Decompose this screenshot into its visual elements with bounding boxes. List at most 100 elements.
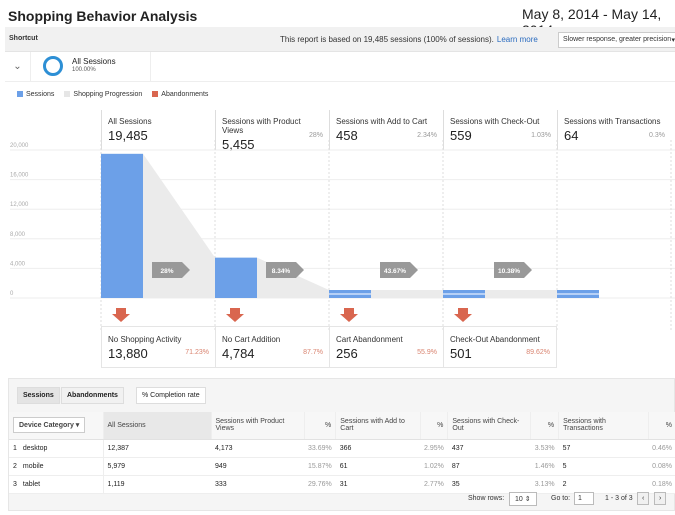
stage-header: Sessions with Product Views 5,455 28% — [215, 110, 329, 152]
table-row: 2 mobile 5,979 949 15.87% 61 1.02% 87 1.46% 5 0.08… — [9, 457, 675, 476]
legend-swatch — [17, 91, 23, 97]
row-index: 1 — [13, 444, 17, 452]
abandonment-pct: 89.62% — [526, 349, 550, 356]
table-cell: 1,119 — [102, 475, 211, 494]
show-rows-select[interactable]: 10 ⇕ — [509, 492, 537, 506]
column-header[interactable]: % — [530, 412, 559, 440]
abandonment-card[interactable]: Cart Abandonment 256 55.9% — [329, 326, 443, 368]
sampling-info: This report is based on 19,485 sessions … — [280, 35, 538, 44]
dimension-label: Device Category — [19, 422, 74, 430]
session-bar[interactable] — [215, 257, 257, 298]
table-cell: 31 — [335, 475, 421, 494]
y-tick-label: 8,000 — [10, 232, 26, 238]
column-header[interactable]: % — [303, 412, 336, 440]
abandonment-arrow-icon — [226, 308, 244, 322]
stage-pct: 28% — [308, 132, 323, 139]
y-tick-label: 12,000 — [10, 202, 29, 208]
stage-label: Sessions with Add to Cart — [336, 117, 428, 126]
table-cell: 3.53% — [530, 439, 559, 458]
stage-label: Sessions with Transactions — [564, 117, 661, 126]
toggle-abandonments[interactable]: Abandonments — [61, 387, 124, 404]
stage-value: 19,485 — [108, 128, 148, 143]
column-header[interactable]: Sessions with Check-Out — [447, 412, 531, 440]
table-cell: 366 — [335, 439, 421, 458]
conversion-rate-arrow — [266, 262, 304, 278]
column-header[interactable]: % — [419, 412, 448, 440]
data-table-panel: Sessions Abandonments % Completion rate … — [8, 378, 675, 511]
device-link[interactable]: desktop — [22, 444, 48, 452]
conversion-rate-label: 28% — [160, 268, 173, 275]
table-cell: 12,387 — [102, 439, 211, 458]
conversion-rate-label: 43.67% — [384, 268, 406, 275]
table-cell: 333 — [211, 475, 305, 494]
segment-name: All Sessions — [72, 57, 116, 66]
abandonment-value: 13,880 — [108, 346, 148, 361]
toggle-sessions[interactable]: Sessions — [17, 387, 60, 404]
expand-chevron-icon[interactable]: ⌄ — [5, 52, 31, 82]
abandonment-arrow-icon — [454, 308, 472, 322]
stage-pct: 0.3% — [649, 132, 665, 139]
learn-more-link[interactable]: Learn more — [496, 35, 538, 44]
stage-value: 64 — [564, 128, 579, 143]
page-title: Shopping Behavior Analysis — [8, 8, 198, 24]
table-cell: 4,173 — [211, 439, 305, 458]
abandonment-value: 501 — [450, 346, 472, 361]
stage-pct: 1.03% — [531, 132, 551, 139]
stage-pct: 2.34% — [417, 132, 437, 139]
abandonment-pct: 71.23% — [185, 349, 209, 356]
segment-pct: 100.00% — [72, 67, 96, 73]
prev-page-icon[interactable]: ‹ — [637, 492, 650, 505]
table-cell: 35 — [447, 475, 531, 494]
column-header[interactable]: Sessions with Add to Cart — [335, 412, 421, 440]
device-category-select[interactable]: Device Category ▾ — [13, 417, 86, 434]
table-cell: 1.46% — [530, 457, 559, 476]
stage-header: Sessions with Transactions 64 0.3% — [557, 110, 671, 150]
abandonment-card[interactable]: Check-Out Abandonment 501 89.62% — [443, 326, 557, 368]
column-header[interactable]: All Sessions — [102, 412, 211, 440]
stage-label: Sessions with Check-Out — [450, 117, 540, 126]
table-cell: 2 — [558, 475, 649, 494]
next-page-icon[interactable]: › — [654, 492, 667, 505]
goto-input[interactable]: 1 — [574, 492, 594, 505]
y-tick-label: 0 — [10, 291, 14, 297]
abandonment-label: No Shopping Activity — [108, 335, 182, 344]
legend: Sessions Shopping Progression Abandonments — [17, 91, 208, 98]
abandonment-value: 4,784 — [222, 346, 255, 361]
stage-header: All Sessions 19,485 — [101, 110, 215, 150]
funnel-chart: 20,000 16,000 12,000 8,000 4,000 0 28% 8.34% 43.… — [10, 140, 675, 330]
toggle-completion-rate[interactable]: % Completion rate — [136, 387, 206, 404]
row-dimension: 2 mobile — [9, 457, 103, 476]
stage-value: 559 — [450, 128, 472, 143]
row-dimension: 3 tablet — [9, 475, 103, 494]
abandonment-card[interactable]: No Cart Addition 4,784 87.7% — [215, 326, 329, 368]
segment-ring-icon — [43, 56, 63, 76]
column-header[interactable]: Sessions with Transactions — [558, 412, 649, 440]
precision-select[interactable]: Slower response, greater precision ▾ — [558, 32, 675, 48]
column-header[interactable]: Sessions with Product Views — [210, 412, 305, 440]
shortcut-link[interactable]: Shortcut — [9, 35, 38, 42]
session-bar[interactable] — [101, 153, 143, 298]
stage-label: Sessions with Product Views — [222, 117, 301, 135]
stage-header: Sessions with Check-Out 559 1.03% — [443, 110, 557, 150]
table-cell: 29.76% — [304, 475, 336, 494]
device-link[interactable]: tablet — [22, 480, 41, 488]
column-header[interactable]: % — [647, 412, 675, 440]
table-row: 3 tablet 1,119 333 29.76% 31 2.77% 35 3.13% 2 0.18… — [9, 475, 675, 494]
legend-item: Shopping Progression — [64, 91, 142, 98]
goto-label: Go to: — [551, 495, 571, 502]
abandonment-card[interactable]: No Shopping Activity 13,880 71.23% — [101, 326, 215, 368]
device-link[interactable]: mobile — [22, 462, 44, 470]
table-cell: 3.13% — [530, 475, 559, 494]
legend-item: Abandonments — [152, 91, 208, 98]
segment-all-sessions[interactable]: All Sessions 100.00% — [31, 52, 151, 82]
abandonment-label: Cart Abandonment — [336, 335, 403, 344]
legend-swatch — [152, 91, 159, 97]
y-tick-label: 20,000 — [10, 143, 29, 149]
table-cell: 0.46% — [648, 439, 675, 458]
table-cell: 437 — [447, 439, 531, 458]
stage-value: 5,455 — [222, 137, 255, 152]
show-rows-value: 10 — [515, 496, 523, 503]
y-tick-label: 4,000 — [10, 261, 26, 267]
table-cell: 0.08% — [648, 457, 675, 476]
table-cell: 2.95% — [420, 439, 448, 458]
